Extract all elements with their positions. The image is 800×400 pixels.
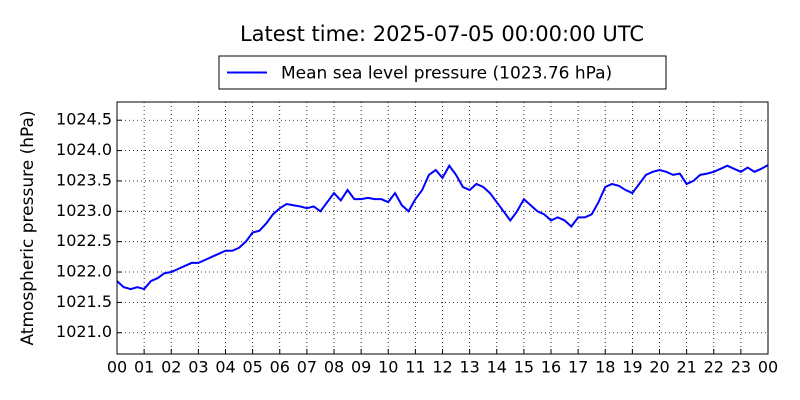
x-tick-label: 06 — [270, 358, 290, 377]
x-tick-label: 23 — [731, 358, 751, 377]
chart-title: Latest time: 2025-07-05 00:00:00 UTC — [240, 22, 644, 46]
x-tick-label: 03 — [188, 358, 208, 377]
x-tick-label: 22 — [704, 358, 724, 377]
x-tick-label: 16 — [541, 358, 561, 377]
x-tick-label: 13 — [459, 358, 479, 377]
x-tick-label: 11 — [405, 358, 425, 377]
x-tick-label: 18 — [595, 358, 615, 377]
x-tick-label: 09 — [351, 358, 371, 377]
y-tick-label: 1022.5 — [56, 231, 112, 250]
y-tick-label: 1023.0 — [56, 201, 112, 220]
x-tick-label: 04 — [215, 358, 235, 377]
data-line — [116, 163, 769, 291]
y-tick-label: 1023.5 — [56, 170, 112, 189]
x-tick-label: 10 — [378, 358, 398, 377]
y-tick-label: 1022.0 — [56, 262, 112, 281]
x-tick-label: 12 — [432, 358, 452, 377]
x-tick-label: 14 — [487, 358, 507, 377]
x-tick-label: 21 — [676, 358, 696, 377]
y-tick-label: 1024.0 — [56, 140, 112, 159]
x-tick-label: 20 — [649, 358, 669, 377]
x-tick-label: 00 — [107, 358, 127, 377]
x-tick-label: 00 — [758, 358, 778, 377]
y-tick-label: 1021.0 — [56, 322, 112, 341]
legend-label: Mean sea level pressure (1023.76 hPa) — [281, 64, 612, 84]
x-tick-label: 02 — [161, 358, 181, 377]
x-tick-label: 07 — [297, 358, 317, 377]
x-tick-label: 17 — [568, 358, 588, 377]
x-tick-label: 05 — [242, 358, 262, 377]
x-tick-label: 08 — [324, 358, 344, 377]
y-axis-label: Atmospheric pressure (hPa) — [18, 110, 38, 345]
x-tick-label: 19 — [622, 358, 642, 377]
y-tick-label: 1021.5 — [56, 292, 112, 311]
y-tick-label: 1024.5 — [56, 110, 112, 129]
plot-frame — [116, 101, 769, 355]
x-tick-label: 15 — [514, 358, 534, 377]
x-tick-label: 01 — [134, 358, 154, 377]
legend-box — [218, 55, 667, 90]
